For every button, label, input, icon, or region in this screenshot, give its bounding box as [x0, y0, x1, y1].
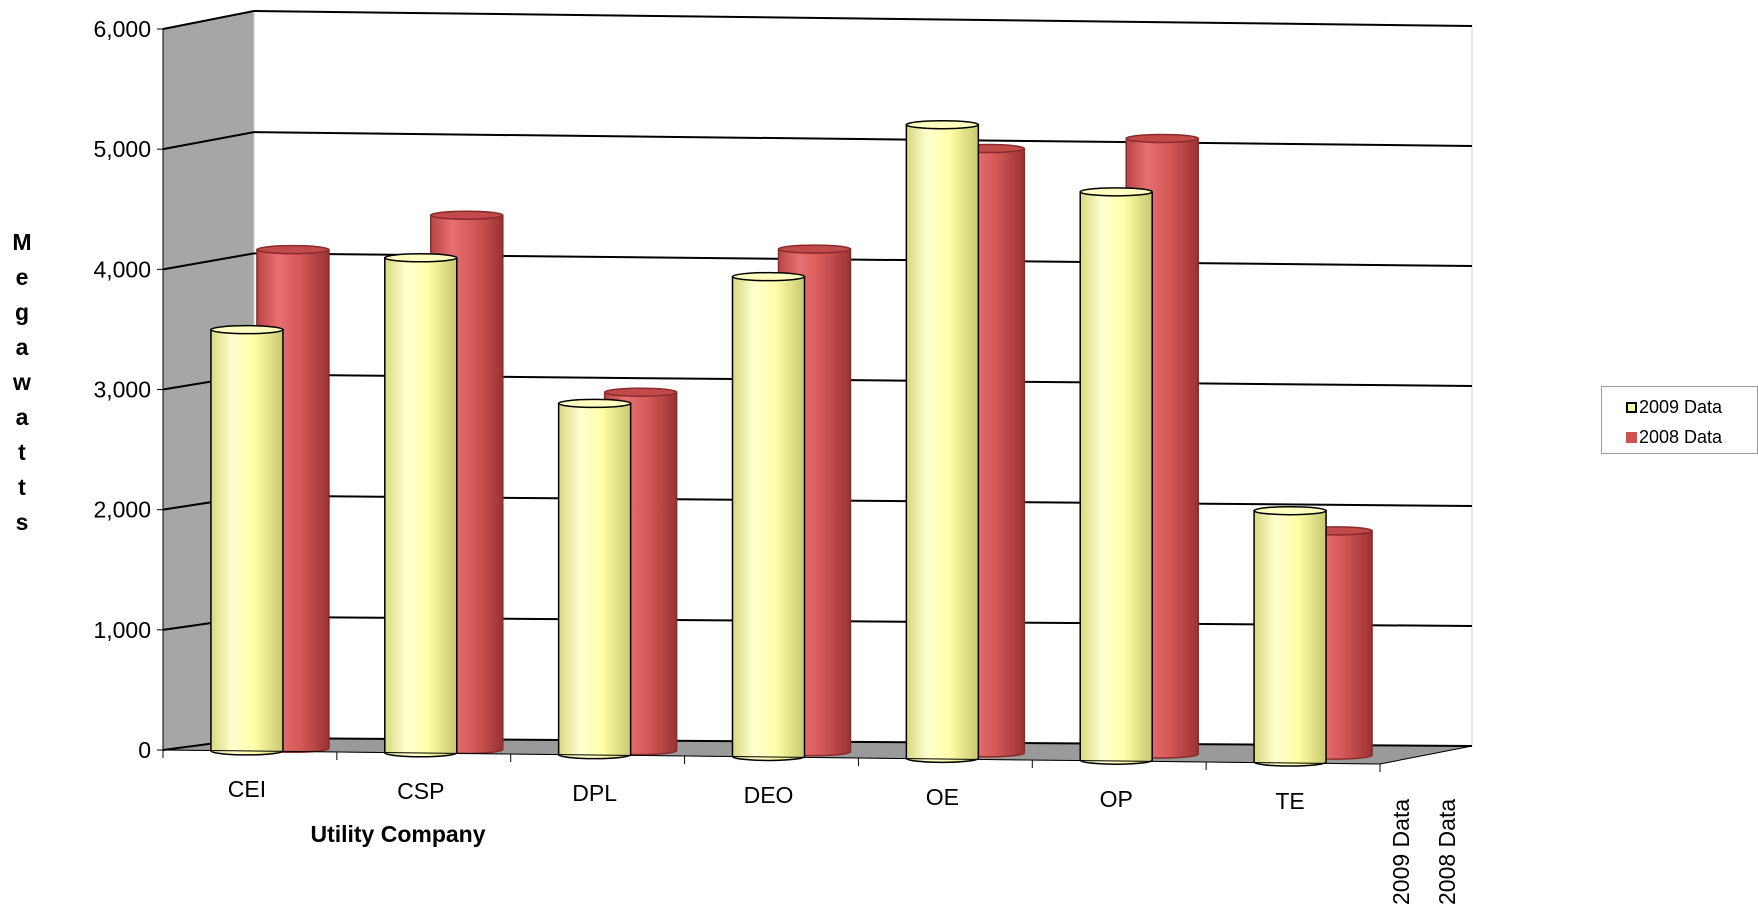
- legend-item-2008: 2008 Data: [1626, 427, 1722, 447]
- y-tick-label: 1,000: [93, 617, 151, 643]
- x-tick-label-te: TE: [1275, 788, 1304, 814]
- bar-2009-op-body: [1079, 191, 1153, 765]
- gridline: [162, 252, 1473, 271]
- bar-2009-cei-body: [210, 328, 284, 756]
- bar-2009-oe-body: [905, 123, 980, 764]
- y-tick-label: 0: [138, 737, 151, 763]
- bar-2008-dpl-top: [603, 387, 678, 397]
- x-tick-label-dpl: DPL: [572, 780, 617, 806]
- legend: 2009 Data 2008 Data: [1601, 386, 1758, 454]
- legend-swatch-2009: [1626, 401, 1637, 413]
- bar-2008-op-top: [1125, 133, 1199, 144]
- x-tick-label-deo: DEO: [744, 782, 794, 808]
- x-axis: [162, 749, 1381, 765]
- bar-2009-deo-top: [731, 271, 806, 282]
- y-tick-label: 4,000: [93, 256, 151, 282]
- x-tick-label-op: OP: [1100, 786, 1133, 812]
- y-tick-label: 3,000: [93, 377, 151, 403]
- gridline: [162, 9, 1473, 30]
- bar-2009-oe-top: [905, 119, 980, 130]
- bar-2009-te: [1253, 505, 1327, 767]
- x-tick-label-cei: CEI: [228, 776, 266, 802]
- bar-2009-oe: [905, 119, 980, 764]
- bar-2009-csp-body: [384, 257, 458, 758]
- bar-2009-dpl-top: [557, 398, 632, 409]
- x-tick-label-oe: OE: [926, 784, 959, 810]
- bar-2009-op: [1079, 187, 1153, 765]
- depth-label-0: 2009 Data: [1388, 799, 1414, 905]
- gridline: [162, 131, 1473, 151]
- depth-axis: [1379, 745, 1473, 765]
- x-tick-label-csp: CSP: [397, 778, 444, 804]
- bar-2009-cei-top: [210, 324, 284, 335]
- bar-2009-cei: [210, 324, 284, 756]
- bar-2009-op-top: [1079, 187, 1153, 197]
- bar-2008-csp-top: [430, 210, 504, 220]
- bar-2009-csp: [384, 253, 458, 758]
- bar-2009-deo: [731, 271, 806, 762]
- bar-2009-csp-top: [384, 253, 458, 263]
- bar-2009-dpl-body: [557, 402, 632, 760]
- legend-swatch-2008: [1626, 431, 1637, 443]
- bar-2008-deo-top: [777, 244, 852, 254]
- legend-label-2009: 2009 Data: [1639, 396, 1723, 417]
- bar-2009-deo-body: [731, 275, 806, 762]
- bar-2009-te-top: [1253, 505, 1327, 516]
- bar-2008-cei-top: [256, 244, 330, 255]
- bar-2009-te-body: [1253, 509, 1327, 767]
- depth-label-1: 2008 Data: [1434, 799, 1460, 905]
- y-tick-label: 5,000: [93, 136, 151, 162]
- x-axis-title: Utility Company: [310, 821, 485, 847]
- y-tick-label: 6,000: [93, 16, 151, 42]
- legend-label-2008: 2008 Data: [1639, 426, 1723, 447]
- y-tick-label: 2,000: [93, 497, 151, 523]
- bar-2009-dpl: [557, 398, 632, 760]
- legend-item-2009: 2009 Data: [1626, 397, 1722, 417]
